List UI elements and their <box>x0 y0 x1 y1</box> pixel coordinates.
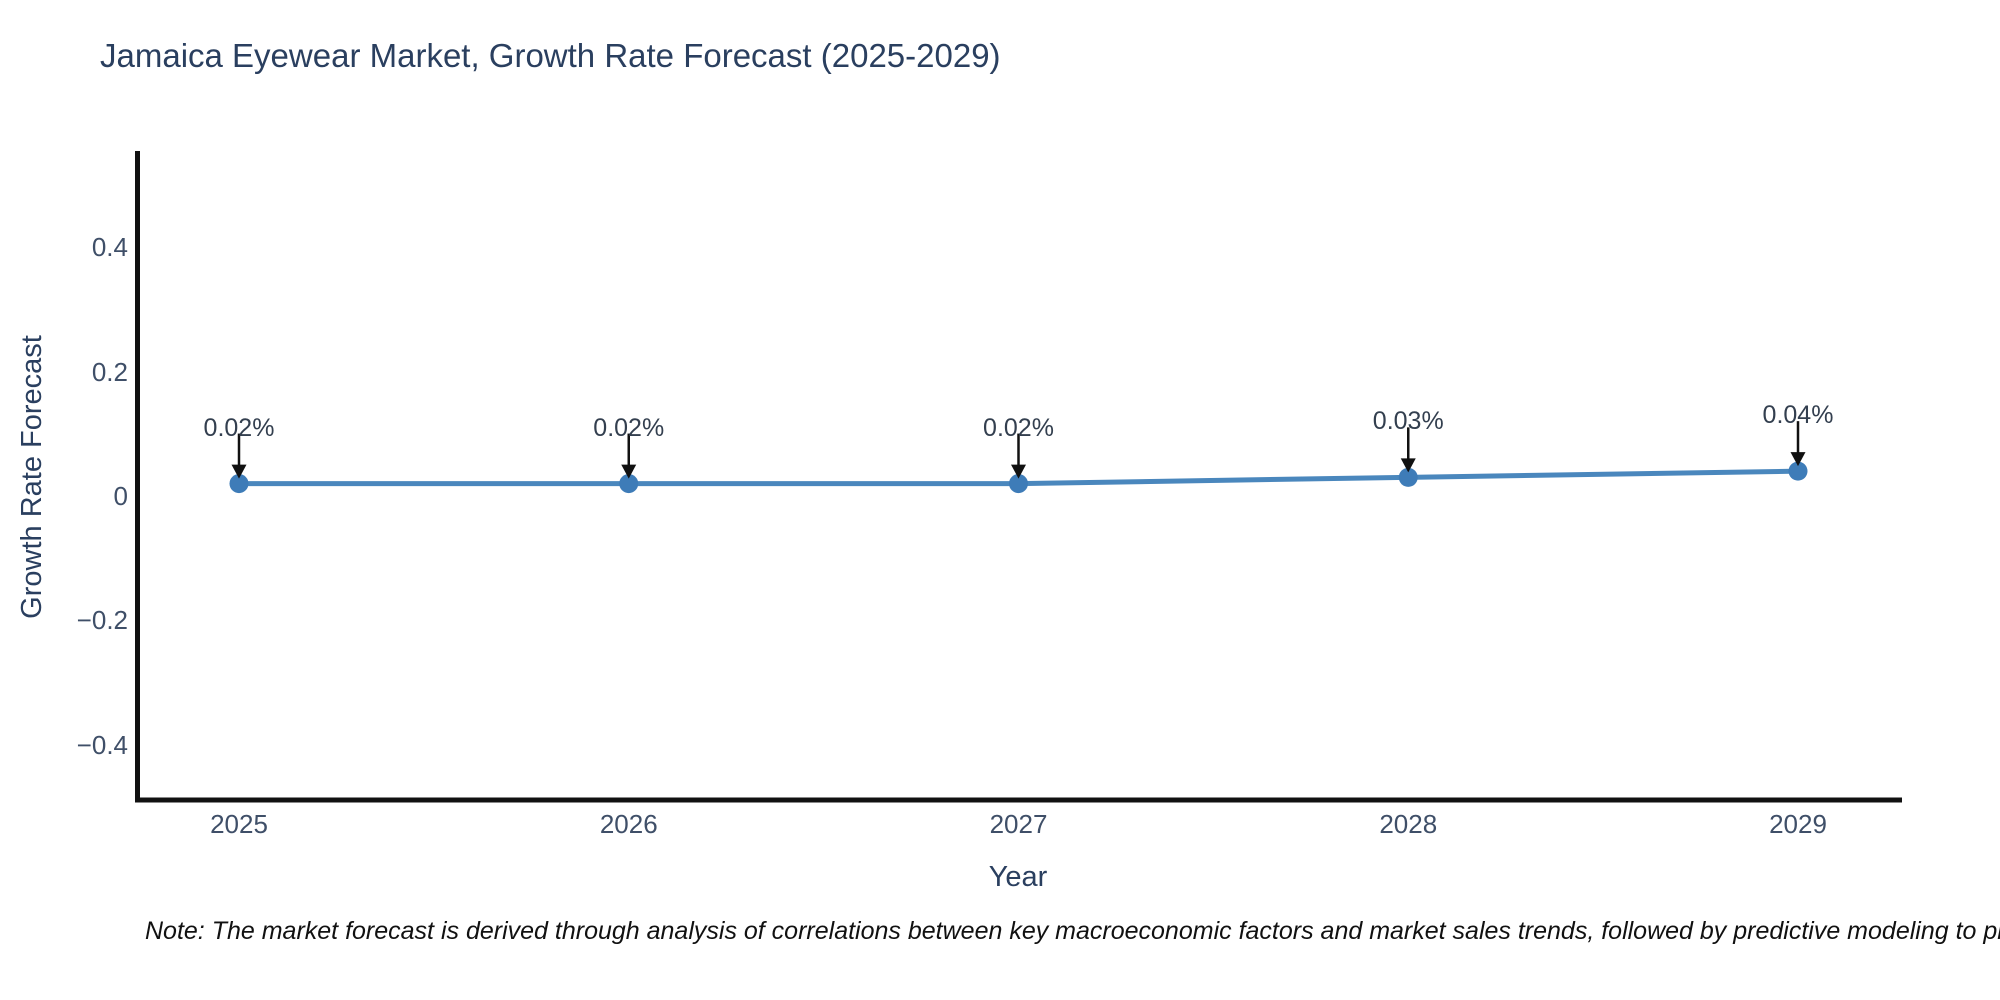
annotation-arrowhead <box>621 464 637 479</box>
annotation-label: 0.02% <box>203 413 275 442</box>
data-point-marker <box>619 474 639 494</box>
y-tick-label: 0.4 <box>91 232 128 263</box>
y-tick-label: 0.2 <box>91 356 128 387</box>
data-point-marker <box>1788 461 1808 481</box>
annotation-label: 0.04% <box>1762 401 1834 430</box>
annotation-label: 0.02% <box>983 413 1054 442</box>
data-point-marker <box>1009 474 1028 494</box>
annotation-arrowhead <box>1790 452 1806 467</box>
annotation-label: 0.03% <box>1372 407 1444 436</box>
x-tick-label: 2028 <box>1379 809 1438 839</box>
x-tick-label: 2029 <box>1769 809 1827 839</box>
data-point-marker <box>229 474 249 494</box>
chart-title: Jamaica Eyewear Market, Growth Rate Fore… <box>100 37 1001 74</box>
x-tick-label: 2025 <box>210 809 268 839</box>
x-tick-label: 2026 <box>599 809 658 839</box>
annotation-label: 0.02% <box>593 413 665 442</box>
footnote-text: Note: The market forecast is derived thr… <box>145 917 2000 945</box>
x-tick-label: 2027 <box>989 809 1048 839</box>
y-tick-label: −0.4 <box>76 729 128 760</box>
y-tick-label: −0.2 <box>76 605 128 636</box>
data-point-marker <box>1398 467 1418 487</box>
annotation-arrowhead <box>1011 464 1026 479</box>
x-axis-title: Year <box>988 861 1048 893</box>
y-tick-label: 0 <box>113 481 128 511</box>
annotation-arrowhead <box>231 464 247 479</box>
annotation-arrowhead <box>1400 458 1416 473</box>
